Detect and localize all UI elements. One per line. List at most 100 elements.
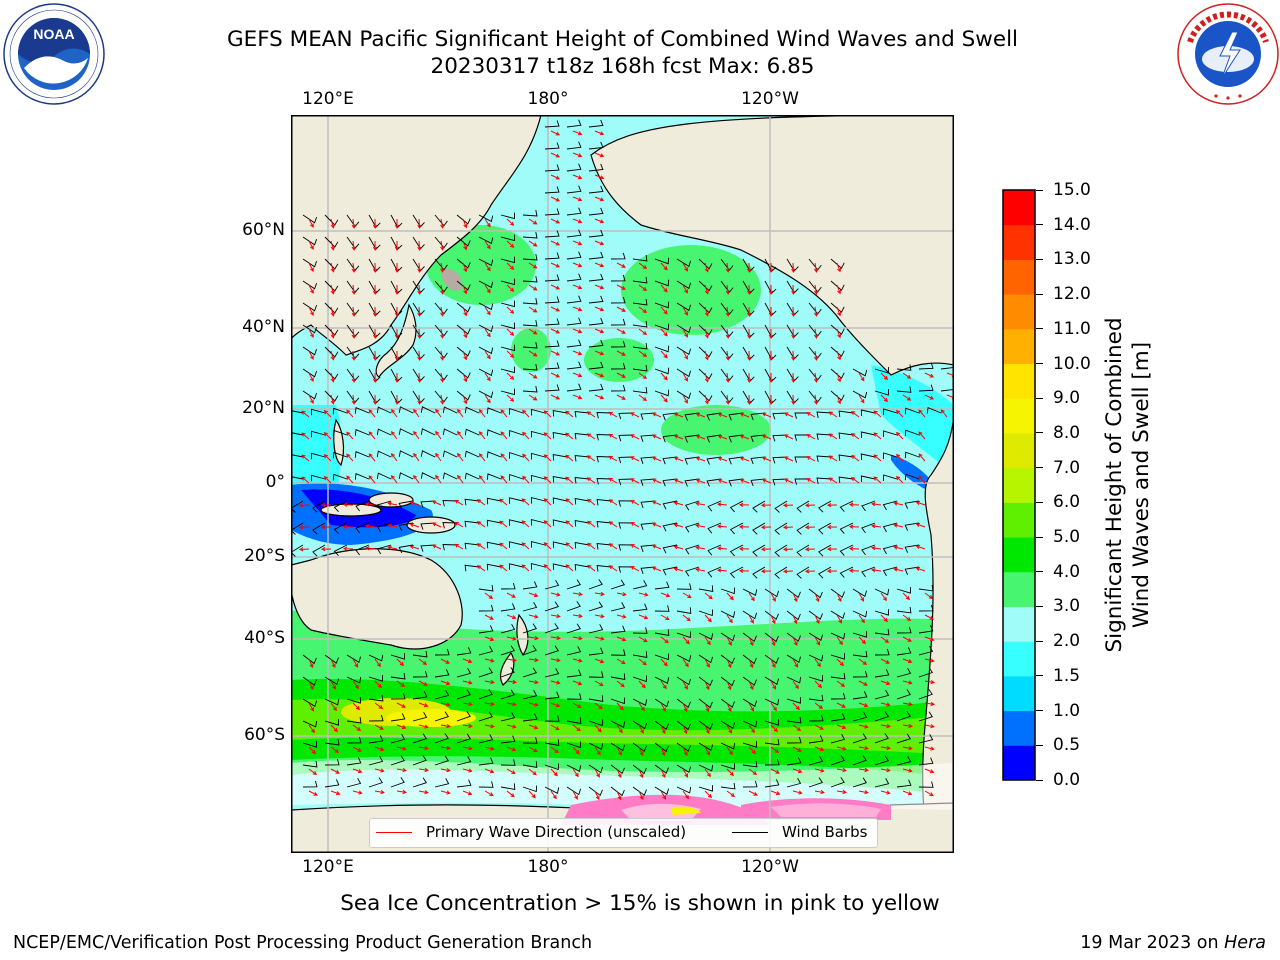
wave-direction-arrow — [506, 328, 515, 336]
wind-barb — [662, 456, 678, 465]
wave-direction-arrow — [394, 219, 400, 230]
wind-barb — [346, 757, 362, 766]
wind-barb — [830, 258, 845, 269]
wind-barb — [442, 428, 458, 436]
wave-direction-arrow — [695, 501, 706, 506]
wind-barb — [786, 654, 802, 663]
wind-barb — [588, 624, 604, 634]
wind-barb — [588, 317, 604, 326]
wind-barb — [874, 755, 889, 766]
wave-direction-arrow — [594, 372, 605, 378]
wind-barb — [544, 668, 560, 678]
wave-direction-arrow — [440, 240, 445, 251]
wind-barb — [640, 500, 656, 509]
wind-barb — [772, 456, 788, 464]
wind-barb — [861, 500, 876, 512]
wave-direction-arrow — [572, 174, 583, 180]
wave-direction-arrow — [594, 262, 605, 268]
wave-direction-arrow — [792, 724, 802, 732]
wind-barb — [544, 252, 560, 260]
wave-direction-arrow — [608, 521, 618, 528]
wave-direction-arrow — [768, 307, 774, 318]
wave-direction-arrow — [462, 240, 468, 251]
wave-direction-arrow — [848, 568, 860, 573]
wave-direction-arrow — [608, 477, 618, 484]
wave-direction-arrow — [660, 636, 669, 644]
wind-barb — [796, 522, 810, 535]
wave-direction-arrow — [476, 521, 486, 528]
wind-barb — [698, 258, 713, 270]
wind-barb — [500, 783, 516, 790]
wind-barb — [552, 475, 568, 483]
wave-direction-arrow — [330, 724, 339, 733]
wave-direction-arrow — [522, 409, 530, 418]
colorbar-segment — [1003, 398, 1035, 434]
wind-barb — [588, 671, 604, 678]
wind-barb — [544, 623, 559, 634]
wind-barb — [346, 736, 362, 744]
wave-direction-arrow — [651, 522, 662, 528]
wave-direction-arrow — [431, 544, 442, 550]
wave-direction-arrow — [924, 592, 934, 600]
wind-barb — [544, 601, 559, 612]
wave-direction-arrow — [368, 453, 376, 462]
wave-direction-arrow — [616, 680, 625, 688]
wave-direction-arrow — [704, 614, 712, 623]
wave-direction-arrow — [761, 412, 772, 418]
wind-barb — [676, 346, 692, 356]
colorbar-label: Significant Height of Combined Wind Wave… — [1101, 318, 1155, 653]
wind-barb — [412, 755, 427, 766]
wave-direction-arrow — [586, 411, 596, 418]
wave-direction-arrow — [858, 372, 865, 382]
wind-barb — [786, 632, 801, 642]
new-zealand-south — [499, 651, 515, 686]
legend-wave-direction-label: Primary Wave Direction (unscaled) — [426, 823, 687, 841]
wave-direction-arrow — [572, 680, 583, 686]
wind-barb — [508, 407, 524, 415]
wind-barb — [896, 647, 912, 656]
wave-direction-arrow — [418, 724, 429, 729]
wave-direction-arrow — [848, 546, 860, 551]
wave-direction-arrow — [638, 592, 649, 597]
colorbar-tick-label: 8.0 — [1053, 422, 1081, 443]
wind-barb — [896, 689, 911, 700]
wind-barb — [662, 478, 678, 487]
wind-barb — [434, 368, 448, 381]
wind-barb — [434, 280, 448, 293]
wave-direction-arrow — [440, 680, 451, 686]
wind-barb — [588, 185, 604, 194]
wave-direction-arrow — [616, 350, 626, 356]
wave-direction-arrow — [594, 680, 604, 687]
wave-direction-arrow — [638, 614, 649, 620]
wind-barb — [764, 738, 780, 746]
wind-barb — [772, 478, 788, 486]
wave-direction-arrow — [858, 394, 865, 404]
wave-direction-arrow — [940, 409, 948, 418]
wave-direction-arrow — [499, 498, 508, 506]
wave-direction-arrow — [572, 592, 583, 597]
wind-barb — [676, 280, 692, 290]
wave-direction-arrow — [417, 394, 422, 406]
wind-barb — [311, 408, 326, 416]
wind-barb — [566, 273, 582, 282]
wave-direction-arrow — [330, 262, 335, 273]
wave-direction-arrow — [918, 453, 926, 462]
wind-barb — [654, 786, 670, 795]
lon-label-top-180: 180° — [527, 89, 569, 109]
wave-direction-arrow — [747, 372, 752, 384]
wind-barb — [764, 676, 780, 685]
wind-barb — [324, 214, 339, 226]
colorbar-tick-mark — [1036, 571, 1043, 573]
wind-barb — [618, 500, 634, 507]
wind-barb — [588, 719, 604, 727]
wave-direction-arrow — [880, 790, 891, 795]
wind-barb — [486, 429, 502, 436]
wind-barb — [566, 251, 582, 260]
wave-direction-arrow — [484, 592, 494, 600]
wave-direction-arrow — [695, 523, 706, 528]
wind-barb — [830, 280, 845, 291]
wave-direction-arrow — [478, 475, 486, 484]
wave-direction-arrow — [365, 502, 376, 507]
wind-barb — [456, 324, 471, 335]
wave-direction-arrow — [673, 523, 684, 528]
